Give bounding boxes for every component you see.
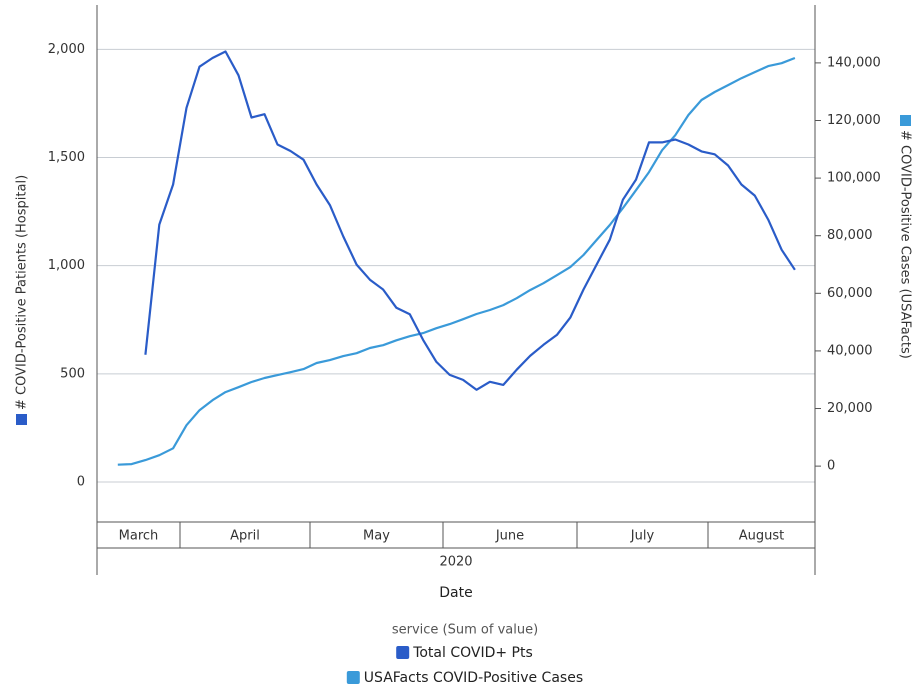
y2-tick-label: 60,000 — [827, 286, 873, 301]
y-tick-label: 500 — [60, 366, 85, 381]
y2-tick-label: 40,000 — [827, 343, 873, 358]
y2-tick-label: 120,000 — [827, 113, 881, 128]
y-tick-label: 2,000 — [48, 42, 85, 57]
y2-tick-label: 20,000 — [827, 401, 873, 416]
legend-swatch — [346, 671, 360, 684]
y-tick-label: 1,500 — [48, 150, 85, 165]
legend-label: Total COVID+ Pts — [412, 645, 533, 661]
y2-tick-label: 140,000 — [827, 55, 881, 70]
x-tick-label: April — [230, 529, 260, 544]
series-line — [117, 56, 796, 466]
x-tick-label: May — [363, 529, 390, 544]
legend-label: USAFacts COVID-Positive Cases — [364, 670, 583, 686]
legend-swatch — [396, 646, 410, 659]
y-tick-label: 0 — [77, 474, 85, 489]
y2-legend-swatch — [900, 115, 911, 126]
y2-tick-label: 80,000 — [827, 228, 873, 243]
x-axis-label: Date — [439, 585, 472, 601]
y-axis-label: # COVID-Positive Patients (Hospital) — [15, 175, 30, 410]
year-label: 2020 — [439, 555, 472, 570]
y2-tick-label: 0 — [827, 459, 835, 474]
y2-tick-label: 100,000 — [827, 171, 881, 186]
x-tick-label: June — [495, 529, 524, 544]
y-legend-swatch — [16, 414, 27, 425]
y2-axis-label: # COVID-Positive Cases (USAFacts) — [898, 130, 913, 359]
x-tick-label: March — [119, 529, 159, 544]
legend-title: service (Sum of value) — [392, 623, 538, 638]
x-tick-label: August — [739, 529, 785, 544]
y-tick-label: 1,000 — [48, 258, 85, 273]
x-tick-label: July — [630, 529, 655, 544]
series-line — [144, 50, 796, 391]
